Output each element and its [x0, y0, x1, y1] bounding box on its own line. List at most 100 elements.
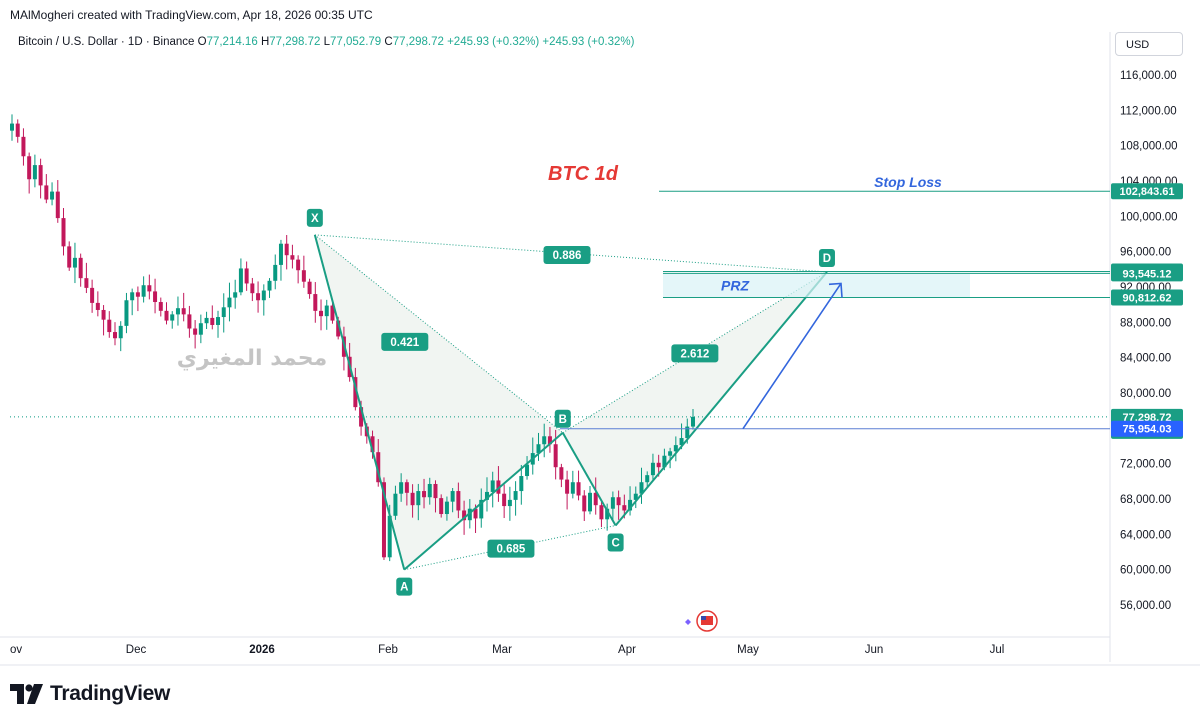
candle-body [95, 302, 100, 310]
ratio-bd-label-box [671, 344, 719, 363]
y-tick-label: 72,000.00 [1120, 459, 1171, 471]
x-tick-label: Feb [378, 644, 398, 656]
x-tick-label: Mar [492, 644, 512, 656]
x-tick-label: Jun [865, 644, 884, 656]
candle-body [244, 268, 249, 284]
x-tick-label: Dec [126, 644, 147, 656]
author-watermark: محمد المغيري [177, 346, 327, 371]
candle-body [467, 508, 472, 521]
candle-body [319, 310, 324, 317]
candle-body [456, 491, 461, 511]
candle-body [147, 285, 152, 292]
ratio-line-bd [562, 271, 828, 434]
y-tick-label: 84,000.00 [1120, 353, 1171, 365]
candle-body [519, 476, 524, 492]
candle-body [84, 278, 89, 288]
candle-body [599, 505, 604, 520]
candle-body [61, 218, 66, 247]
candle-body [427, 483, 432, 498]
candle-body [90, 287, 95, 303]
ratio-xd-label: 0.886 [553, 250, 582, 262]
candle-body [622, 505, 627, 511]
candle-body [273, 264, 278, 281]
y-tick-label: 68,000.00 [1120, 494, 1171, 506]
candle-body [15, 123, 20, 137]
candle-body [439, 498, 444, 515]
leg-ab [403, 431, 564, 571]
y-tick-label: 56,000.00 [1120, 600, 1171, 612]
candle-body [433, 483, 438, 499]
price-label: 90,812.62 [1123, 292, 1172, 304]
stop-loss-label: Stop Loss [874, 174, 942, 190]
x-tick-label: Apr [618, 644, 636, 656]
candle-body [50, 191, 55, 200]
currency-button[interactable]: USD [1115, 32, 1183, 56]
y-tick-label: 64,000.00 [1120, 529, 1171, 541]
ratio-ac-label: 0.685 [497, 544, 526, 556]
candle-body [181, 308, 186, 315]
candle-body [221, 307, 226, 318]
candle-body [153, 291, 158, 303]
candle-body [227, 297, 232, 308]
candle-body [404, 482, 409, 493]
candle-body [490, 480, 495, 492]
point-a-label: A [400, 582, 408, 594]
candle-body [307, 281, 312, 295]
candle-body [673, 445, 678, 452]
candle-body [44, 185, 49, 200]
candle-body [198, 323, 203, 335]
y-tick-label: 100,000.00 [1120, 211, 1178, 223]
candle-body [175, 308, 180, 315]
candle-body [662, 455, 667, 468]
tradingview-wordmark: TradingView [50, 682, 171, 705]
candle-body [410, 492, 415, 506]
candle-body [444, 501, 449, 515]
y-tick-label: 80,000.00 [1120, 388, 1171, 400]
symbol-name[interactable]: Bitcoin / U.S. Dollar · 1D · Binance [18, 36, 195, 48]
chart-title: BTC 1d [548, 163, 619, 185]
candle-body [290, 255, 295, 260]
candle-body [324, 305, 329, 317]
candle-body [113, 332, 118, 339]
y-tick-label: 60,000.00 [1120, 565, 1171, 577]
price-label: 102,843.61 [1119, 186, 1174, 198]
candle-body [628, 499, 633, 511]
candle-body [238, 268, 243, 293]
candle-body [473, 508, 478, 519]
candle-body [296, 259, 301, 271]
candle-body [204, 317, 209, 324]
candle-body [118, 325, 123, 339]
candle-body [484, 491, 489, 500]
candle-body [685, 426, 690, 439]
tradingview-logo[interactable]: TradingView [10, 680, 170, 708]
point-b-label-box [554, 409, 571, 428]
candle-body [582, 495, 587, 512]
candle-body [565, 479, 570, 494]
candle-body [330, 305, 335, 321]
candle-body [267, 280, 272, 291]
point-x-label-box [306, 208, 323, 227]
price-label-box [1111, 420, 1183, 437]
ratio-xd-label-box [543, 246, 591, 264]
y-tick-label: 96,000.00 [1120, 247, 1171, 259]
candle-body [67, 246, 72, 268]
candle-body [650, 462, 655, 476]
leg-xa [313, 234, 406, 570]
leg-bc [561, 432, 617, 526]
candle-body [502, 493, 507, 507]
candle-body [359, 407, 364, 427]
candle-body [559, 467, 564, 480]
target-arrow [742, 283, 842, 430]
candle-body [576, 482, 581, 496]
x-tick-label: 2026 [249, 644, 275, 656]
prz-label: PRZ [721, 277, 749, 293]
candle-body [387, 515, 392, 558]
candle-body [639, 482, 644, 494]
price-label: 75,954.03 [1123, 424, 1172, 436]
target-arrow-head [828, 282, 843, 298]
candle-body [27, 156, 32, 180]
candle-body [605, 508, 610, 520]
candle-body [124, 300, 129, 326]
x-tick-label: Jul [990, 644, 1005, 656]
